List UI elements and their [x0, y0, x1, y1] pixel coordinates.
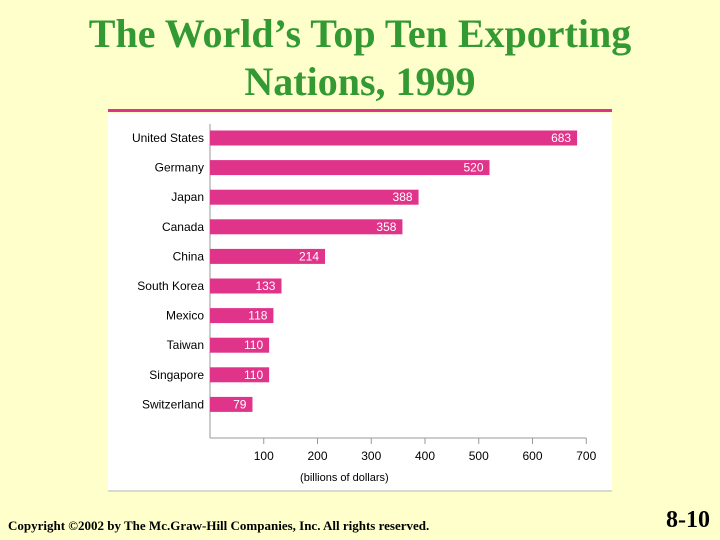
bar: [210, 160, 490, 176]
x-tick-label: 100: [254, 449, 274, 463]
bar: [210, 189, 419, 205]
category-label: Germany: [155, 161, 204, 175]
x-tick-label: 300: [361, 449, 381, 463]
bar: [210, 219, 403, 235]
bar: [210, 308, 274, 324]
x-tick-label: 700: [576, 449, 596, 463]
data-label: 110: [244, 368, 263, 382]
data-label: 79: [233, 397, 247, 411]
category-label: Switzerland: [142, 397, 204, 411]
bar: [210, 367, 270, 383]
bar-chart: 100 200 300 400 500 600 700 (billions of dollar…: [132, 124, 597, 484]
title-divider: [108, 109, 612, 112]
x-tick-label: 600: [522, 449, 542, 463]
data-label: 110: [244, 338, 263, 352]
x-tick-label: 500: [469, 449, 489, 463]
category-label: Singapore: [149, 368, 204, 382]
chart-panel: 100 200 300 400 500 600 700 (billions of dollar…: [108, 114, 612, 490]
data-label: 388: [393, 190, 413, 204]
category-label: Canada: [162, 220, 204, 234]
bar: [210, 337, 270, 353]
category-label: Taiwan: [167, 338, 204, 352]
bar: [210, 248, 326, 264]
data-label: 358: [376, 220, 396, 234]
data-label: 118: [248, 309, 267, 323]
category-label: Mexico: [166, 309, 204, 323]
x-tick-label: 200: [307, 449, 327, 463]
copyright-notice: Copyright ©2002 by The Mc.Graw-Hill Comp…: [8, 518, 430, 533]
data-label: 214: [299, 249, 319, 263]
title-line-1: The World’s Top Ten Exporting: [88, 11, 632, 56]
category-label: China: [173, 249, 205, 263]
slide-title: The World’s Top Ten Exporting Nations, 1…: [0, 10, 720, 106]
slide-number: 8-10: [666, 507, 710, 533]
category-label: Japan: [171, 190, 204, 204]
bottom-divider: [108, 490, 612, 492]
bar: [210, 130, 578, 146]
category-label: South Korea: [137, 279, 204, 293]
data-label: 683: [551, 131, 571, 145]
bar: [210, 396, 253, 412]
data-label: 133: [255, 279, 275, 293]
title-line-2: Nations, 1999: [244, 59, 476, 104]
bar: [210, 278, 282, 294]
category-label: United States: [132, 131, 204, 145]
x-axis-label: (billions of dollars): [300, 472, 389, 484]
data-label: 520: [463, 161, 483, 175]
x-tick-label: 400: [415, 449, 435, 463]
